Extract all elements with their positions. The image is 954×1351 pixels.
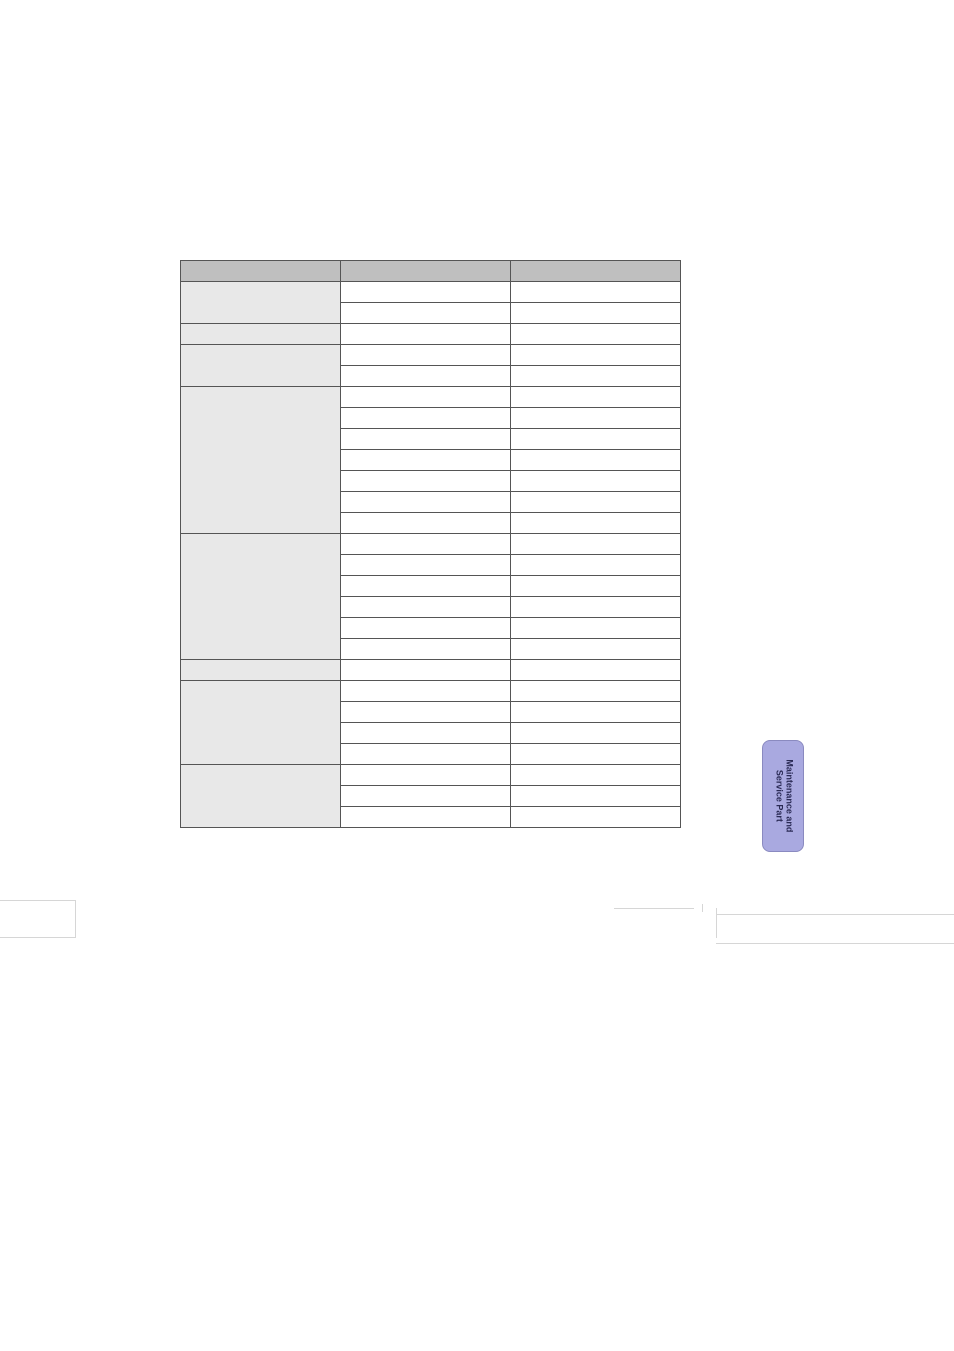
group-cell bbox=[181, 765, 341, 828]
spec-table bbox=[180, 260, 680, 828]
cell bbox=[341, 807, 511, 828]
cell bbox=[511, 534, 681, 555]
cell bbox=[341, 744, 511, 765]
cell bbox=[511, 765, 681, 786]
cell bbox=[341, 366, 511, 387]
cell bbox=[341, 660, 511, 681]
cell bbox=[341, 303, 511, 324]
group-cell bbox=[181, 534, 341, 660]
cell bbox=[341, 450, 511, 471]
cell bbox=[341, 681, 511, 702]
cell bbox=[341, 324, 511, 345]
cell bbox=[511, 429, 681, 450]
cell bbox=[511, 282, 681, 303]
side-tab-line2: Service Part bbox=[774, 770, 784, 822]
cell bbox=[511, 807, 681, 828]
cell bbox=[341, 282, 511, 303]
group-cell bbox=[181, 681, 341, 765]
cell bbox=[341, 429, 511, 450]
cell bbox=[511, 555, 681, 576]
cell bbox=[511, 303, 681, 324]
group-cell bbox=[181, 324, 341, 345]
cell bbox=[341, 765, 511, 786]
cell bbox=[341, 513, 511, 534]
side-tab-line1: Maintenance and bbox=[784, 759, 794, 832]
cell bbox=[341, 345, 511, 366]
th-0 bbox=[181, 261, 341, 282]
table bbox=[180, 260, 681, 828]
cell bbox=[511, 450, 681, 471]
cell bbox=[511, 639, 681, 660]
cell bbox=[511, 324, 681, 345]
cell bbox=[341, 639, 511, 660]
cell bbox=[341, 618, 511, 639]
cell bbox=[511, 345, 681, 366]
cell bbox=[511, 387, 681, 408]
group-cell bbox=[181, 660, 341, 681]
cell bbox=[511, 786, 681, 807]
cell bbox=[511, 576, 681, 597]
cell bbox=[341, 555, 511, 576]
cell bbox=[341, 534, 511, 555]
th-1 bbox=[341, 261, 511, 282]
th-2 bbox=[511, 261, 681, 282]
cell bbox=[511, 618, 681, 639]
cell bbox=[341, 597, 511, 618]
cell bbox=[341, 492, 511, 513]
cell bbox=[511, 513, 681, 534]
cell bbox=[511, 492, 681, 513]
group-cell bbox=[181, 282, 341, 324]
cell bbox=[511, 723, 681, 744]
cell bbox=[511, 681, 681, 702]
section-tab-maintenance: Maintenance and Service Part bbox=[762, 740, 804, 852]
cell bbox=[341, 702, 511, 723]
cell bbox=[341, 723, 511, 744]
cell bbox=[511, 744, 681, 765]
cell bbox=[341, 786, 511, 807]
cell bbox=[341, 471, 511, 492]
cell bbox=[511, 597, 681, 618]
footer-left-crop bbox=[0, 900, 76, 938]
cell bbox=[511, 660, 681, 681]
group-cell bbox=[181, 345, 341, 387]
cell bbox=[511, 702, 681, 723]
cell bbox=[511, 408, 681, 429]
cell bbox=[511, 471, 681, 492]
cell bbox=[341, 576, 511, 597]
group-cell bbox=[181, 387, 341, 534]
cell bbox=[341, 408, 511, 429]
cell bbox=[341, 387, 511, 408]
cell bbox=[511, 366, 681, 387]
footer-right-crop bbox=[614, 908, 954, 944]
